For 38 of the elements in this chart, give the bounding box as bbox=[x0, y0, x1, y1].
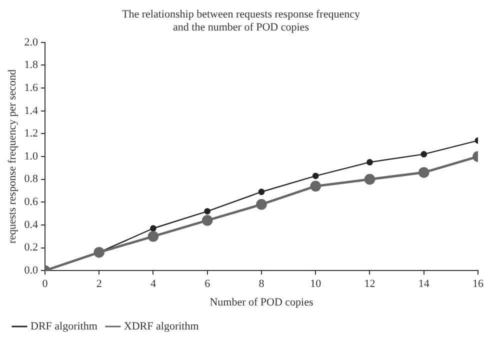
y-tick-label: 0.4 bbox=[24, 218, 38, 231]
point bbox=[258, 188, 265, 196]
y-tick-label: 0.6 bbox=[24, 196, 38, 208]
y-tick-label: 1.0 bbox=[24, 150, 38, 162]
point bbox=[204, 208, 211, 214]
y-tick-label: 1.8 bbox=[24, 59, 38, 72]
point bbox=[418, 167, 430, 178]
x-tick-label: 14 bbox=[418, 278, 430, 290]
point bbox=[364, 174, 376, 185]
x-tick-label: 6 bbox=[204, 278, 211, 290]
point bbox=[202, 214, 213, 226]
point bbox=[94, 246, 104, 258]
point bbox=[150, 225, 156, 232]
x-tick-label: 2 bbox=[96, 278, 102, 290]
x-tick-label: 8 bbox=[258, 278, 265, 290]
x-tick-label: 12 bbox=[364, 278, 376, 290]
point bbox=[420, 151, 428, 158]
y-tick-label: 1.4 bbox=[24, 104, 38, 117]
y-tick-label: 1.2 bbox=[24, 128, 38, 140]
point bbox=[148, 230, 159, 242]
point bbox=[310, 180, 322, 192]
legend-label: DRF algorithm bbox=[30, 320, 98, 332]
x-tick-label: 16 bbox=[472, 278, 484, 290]
chart-title: The relationship between requests response frequency and the number of POD copies bbox=[122, 8, 360, 34]
x-tick-label: 4 bbox=[150, 278, 156, 290]
y-tick-label: 0.0 bbox=[24, 264, 38, 276]
y-tick-label: 1.6 bbox=[24, 82, 38, 94]
x-tick-label: 10 bbox=[310, 278, 322, 290]
point bbox=[256, 199, 267, 210]
x-axis-title: Number of POD copies bbox=[210, 296, 314, 308]
y-tick-label: 0.2 bbox=[24, 242, 38, 254]
x-tick-label: 0 bbox=[42, 278, 48, 290]
y-tick-label: 2.0 bbox=[24, 36, 38, 48]
y-tick-label: 0.8 bbox=[24, 173, 38, 186]
y-axis-title: requests response frequency per second bbox=[6, 68, 18, 244]
point bbox=[312, 172, 319, 180]
point bbox=[366, 159, 373, 166]
legend-label: XDRF algorithm bbox=[124, 320, 200, 332]
